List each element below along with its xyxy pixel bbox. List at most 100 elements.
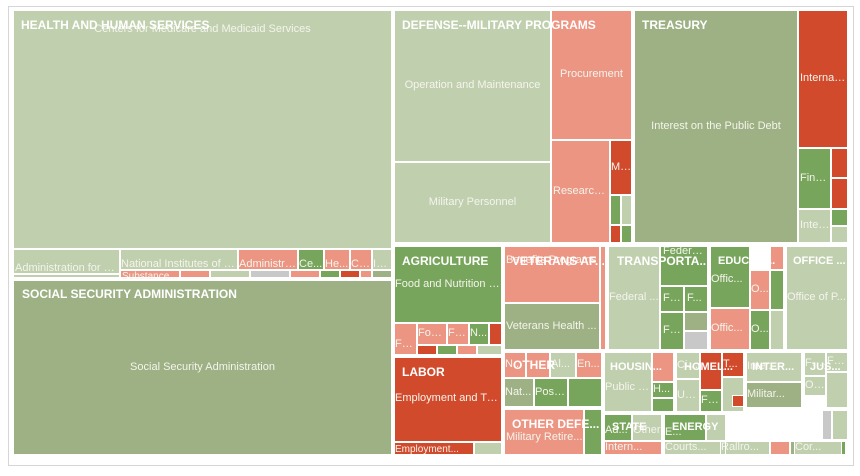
treemap-tile[interactable] [634,10,798,243]
treemap-minor-tile[interactable] [770,270,784,310]
treemap-tile-label: E... [665,425,682,438]
treemap-tile-label: Other [633,423,661,436]
treemap-minor-tile[interactable] [250,270,290,278]
treemap-tile[interactable] [447,323,469,345]
treemap-minor-tile[interactable] [457,345,477,355]
treemap-tile[interactable] [13,249,120,274]
treemap-tile[interactable] [676,352,700,379]
treemap-department[interactable] [746,410,792,440]
treemap-tile-label: Fe... [701,394,721,406]
bottom-strip [0,467,860,476]
treemap-tile-label: Federal... [663,245,707,257]
treemap-minor-tile[interactable] [826,372,848,408]
treemap-minor-tile[interactable] [489,323,502,345]
treemap-minor-tile[interactable] [770,310,784,350]
treemap-tile-label: Fa... [395,338,416,350]
treemap-tile[interactable] [664,414,706,441]
treemap-minor-tile[interactable] [360,270,372,278]
treemap-minor-tile[interactable] [210,270,250,278]
treemap-tile[interactable] [13,10,392,249]
treemap-minor-tile[interactable] [621,225,632,243]
treemap-tile-label: Interest on the Public Debt [651,119,781,132]
treemap-minor-tile[interactable] [13,274,120,278]
treemap-tile-label: Postal... [535,385,567,398]
treemap-minor-tile[interactable] [770,441,790,455]
treemap-tile-label: Social Security Administration [130,360,275,373]
treemap-tile[interactable] [120,249,238,270]
treemap-minor-tile[interactable] [437,345,457,355]
treemap-tile[interactable] [798,148,831,209]
treemap-tile[interactable] [394,357,502,442]
treemap-minor-tile[interactable] [684,331,708,350]
treemap-tile[interactable] [504,409,584,455]
treemap-minor-tile[interactable] [320,270,340,278]
treemap-minor-tile[interactable] [180,270,210,278]
treemap-tile-label: Benefits Programs [506,253,597,266]
treemap-minor-tile[interactable] [610,195,621,225]
treemap-tile[interactable] [534,378,568,407]
treemap-tile-label: Courts... [665,441,707,453]
treemap-minor-tile[interactable] [831,209,848,226]
treemap-minor-tile[interactable] [477,345,502,355]
treemap-minor-tile[interactable] [652,352,674,382]
treemap-minor-tile[interactable] [831,226,848,243]
treemap-tile[interactable] [298,249,324,270]
treemap-minor-tile[interactable] [290,270,320,278]
treemap-minor-tile[interactable] [832,410,848,440]
treemap-tile[interactable] [750,270,770,310]
treemap-minor-tile[interactable] [700,352,722,390]
treemap-tile[interactable] [469,323,489,345]
treemap-minor-tile[interactable] [526,352,550,378]
treemap-tile[interactable] [551,140,610,243]
treemap-tile[interactable] [417,323,447,345]
treemap-tile[interactable] [746,382,802,408]
treemap-tile[interactable] [660,286,684,312]
treemap-minor-tile[interactable] [621,195,632,225]
treemap-tile-label: Fe... [805,357,825,369]
treemap-tile-label: Centers for Medicare and Medicaid Servic… [94,22,311,35]
treemap-tile-label: Fe... [663,324,683,336]
treemap-tile[interactable] [324,249,350,270]
treemap-tile[interactable] [720,441,770,455]
treemap-tile-label: Substance... [122,271,178,282]
treemap-tile[interactable] [676,379,700,412]
treemap-tile[interactable] [350,249,372,270]
treemap-minor-tile[interactable] [568,378,602,407]
treemap-department-label: INT... [753,419,779,431]
treemap-minor-tile[interactable] [584,409,602,455]
treemap-department[interactable] [794,410,822,440]
treemap-tile[interactable] [394,162,551,243]
treemap-minor-tile[interactable] [652,398,674,412]
treemap-tile[interactable] [551,10,632,140]
treemap-tile-label: Military Retire... [506,431,583,443]
treemap-tile[interactable] [13,280,392,455]
treemap-minor-tile[interactable] [831,148,848,178]
treemap-minor-tile[interactable] [706,414,726,441]
treemap-tile[interactable] [238,249,298,270]
treemap-tile[interactable] [576,352,602,378]
treemap-tile-label: Nat... [505,385,532,398]
treemap-tile-label: Ad... [605,423,628,436]
treemap-minor-tile[interactable] [417,345,437,355]
treemap-tile[interactable] [604,352,652,412]
treemap-minor-tile[interactable] [831,178,848,209]
treemap-tile[interactable] [608,246,660,350]
treemap-minor-tile[interactable] [732,395,744,407]
treemap-minor-tile[interactable] [770,246,784,270]
treemap-tile-label: Procurement [560,68,623,80]
treemap-minor-tile[interactable] [340,270,360,278]
treemap-minor-tile[interactable] [684,312,708,331]
treemap-minor-tile[interactable] [372,270,392,278]
treemap-minor-tile[interactable] [822,410,832,440]
treemap-tile-label: Inter... [747,360,778,372]
treemap-minor-tile[interactable] [610,225,621,243]
treemap-tile[interactable] [794,441,842,455]
treemap-minor-tile[interactable] [600,246,606,350]
treemap-tile[interactable] [660,246,708,286]
treemap-tile-label: Fo... [448,327,468,339]
treemap-minor-tile[interactable] [474,442,502,455]
treemap-tile-label: Intern... [605,441,643,453]
treemap-tile-label: F... [687,292,702,304]
treemap-tile[interactable] [660,312,684,350]
